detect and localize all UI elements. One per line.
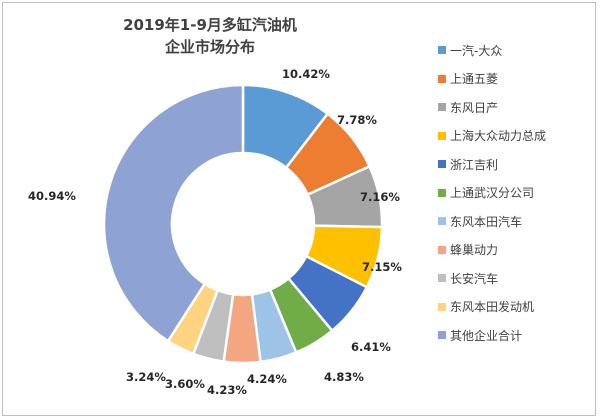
chart-title-line-2: 企业市场分布 bbox=[164, 38, 255, 56]
chart-title-line-1: 2019年1-9月多缸汽油机 bbox=[123, 16, 297, 34]
legend-item: 上通五菱 bbox=[438, 65, 588, 94]
slice-percent-label: 3.60% bbox=[165, 377, 205, 391]
chart-title: 2019年1-9月多缸汽油机 企业市场分布 bbox=[0, 14, 420, 58]
legend-label: 一汽-大众 bbox=[450, 43, 503, 58]
legend-item: 上海大众动力总成 bbox=[438, 122, 588, 151]
legend-swatch bbox=[438, 331, 446, 340]
legend-label: 东风本田发动机 bbox=[450, 300, 535, 315]
legend-item: 上通武汉分公司 bbox=[438, 179, 588, 208]
legend-swatch bbox=[438, 245, 446, 254]
legend-label: 长安汽车 bbox=[450, 271, 499, 286]
legend-label: 上通武汉分公司 bbox=[450, 186, 535, 201]
slice-percent-label: 3.24% bbox=[126, 370, 166, 384]
legend-label: 东风本田汽车 bbox=[450, 214, 523, 229]
slice-percent-label: 4.24% bbox=[247, 372, 287, 386]
slice-percent-label: 7.15% bbox=[362, 260, 402, 274]
legend-item: 蜂巢动力 bbox=[438, 236, 588, 265]
chart-legend: 一汽-大众上通五菱东风日产上海大众动力总成 浙江吉利上通武汉分公司 东风本田汽车 蜂巢… bbox=[438, 36, 588, 350]
legend-item: 长安汽车 bbox=[438, 264, 588, 293]
donut-slice bbox=[102, 83, 245, 343]
legend-item: 东风日产 bbox=[438, 93, 588, 122]
legend-swatch bbox=[438, 217, 446, 226]
slice-percent-label: 7.16% bbox=[360, 190, 400, 204]
legend-swatch bbox=[438, 302, 446, 311]
legend-swatch bbox=[438, 46, 446, 55]
legend-label: 浙江吉利 bbox=[450, 157, 499, 172]
slice-percent-label: 4.83% bbox=[324, 370, 364, 384]
legend-swatch bbox=[438, 274, 446, 283]
slice-percent-label: 4.23% bbox=[207, 383, 247, 397]
legend-swatch bbox=[438, 74, 446, 83]
legend-label: 上海大众动力总成 bbox=[450, 129, 547, 144]
slice-percent-label: 40.94% bbox=[28, 189, 76, 203]
legend-swatch bbox=[438, 103, 446, 112]
slice-percent-label: 6.41% bbox=[351, 340, 391, 354]
legend-label: 上通五菱 bbox=[450, 72, 499, 87]
legend-swatch bbox=[438, 131, 446, 140]
slice-percent-label: 7.78% bbox=[337, 113, 377, 127]
legend-swatch bbox=[438, 160, 446, 169]
legend-label: 东风日产 bbox=[450, 100, 499, 115]
legend-item: 东风本田发动机 bbox=[438, 293, 588, 322]
legend-item: 一汽-大众 bbox=[438, 36, 588, 65]
legend-item: 其他企业合计 bbox=[438, 321, 588, 350]
legend-swatch bbox=[438, 188, 446, 197]
legend-item: 东风本田汽车 bbox=[438, 207, 588, 236]
legend-item: 浙江吉利 bbox=[438, 150, 588, 179]
slice-percent-label: 10.42% bbox=[282, 67, 330, 81]
legend-label: 蜂巢动力 bbox=[450, 243, 499, 258]
legend-label: 其他企业合计 bbox=[450, 328, 523, 343]
